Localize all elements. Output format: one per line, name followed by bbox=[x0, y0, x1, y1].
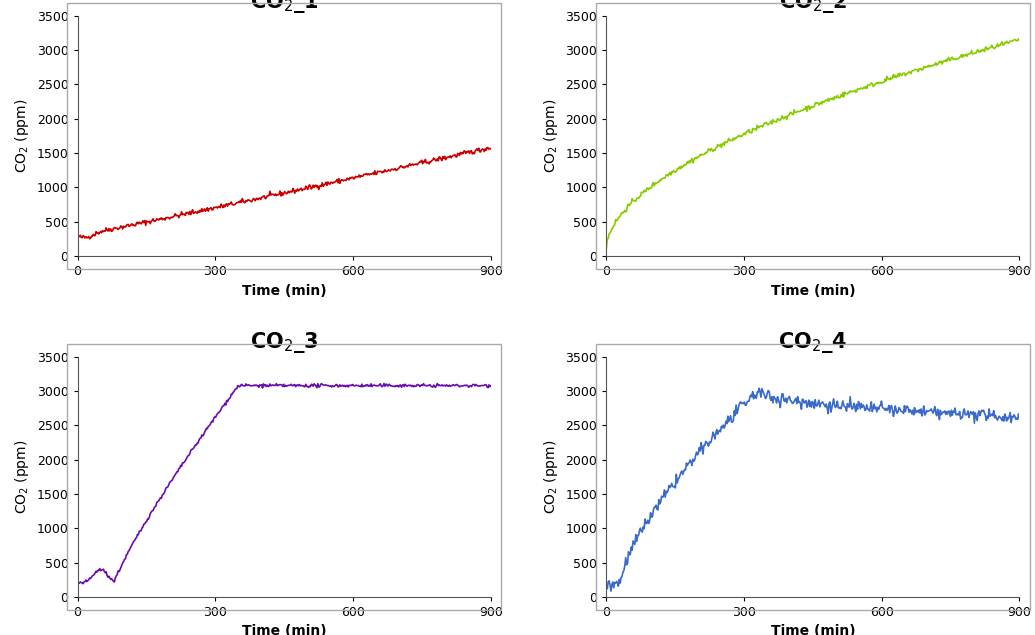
Title: CO$_2$_2: CO$_2$_2 bbox=[778, 0, 847, 15]
X-axis label: Time (min): Time (min) bbox=[242, 284, 326, 298]
Title: CO$_2$_1: CO$_2$_1 bbox=[249, 0, 319, 15]
Y-axis label: CO$_2$ (ppm): CO$_2$ (ppm) bbox=[13, 98, 31, 173]
X-axis label: Time (min): Time (min) bbox=[771, 284, 855, 298]
Y-axis label: CO$_2$ (ppm): CO$_2$ (ppm) bbox=[542, 439, 560, 514]
Y-axis label: CO$_2$ (ppm): CO$_2$ (ppm) bbox=[13, 439, 31, 514]
Title: CO$_2$_3: CO$_2$_3 bbox=[249, 330, 319, 356]
Y-axis label: CO$_2$ (ppm): CO$_2$ (ppm) bbox=[542, 98, 560, 173]
Title: CO$_2$_4: CO$_2$_4 bbox=[778, 330, 848, 356]
X-axis label: Time (min): Time (min) bbox=[771, 624, 855, 635]
X-axis label: Time (min): Time (min) bbox=[242, 624, 326, 635]
